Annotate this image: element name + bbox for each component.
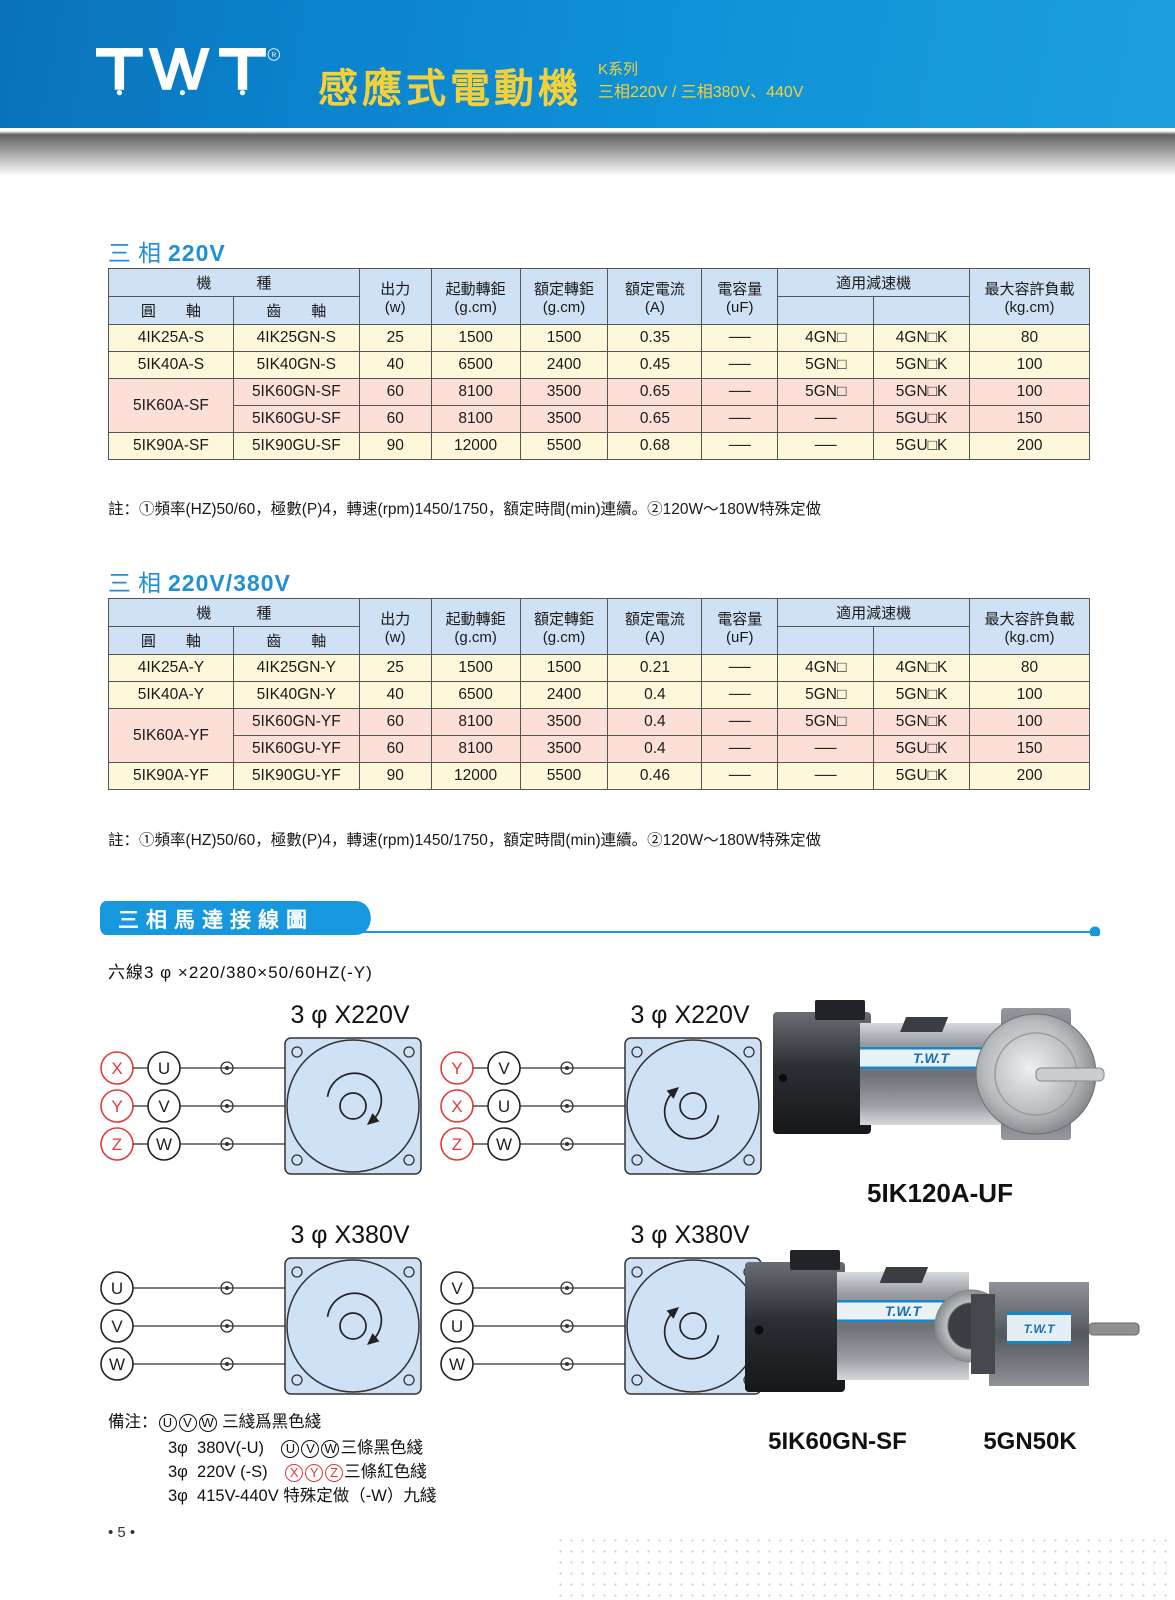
svg-text:W: W (496, 1135, 512, 1154)
svg-text:Z: Z (452, 1135, 462, 1154)
svg-text:V: V (158, 1097, 170, 1116)
svg-text:U: U (111, 1279, 123, 1298)
svg-text:T.W.T: T.W.T (1024, 1322, 1057, 1336)
svg-text:U: U (498, 1097, 510, 1116)
svg-text:U: U (451, 1317, 463, 1336)
svg-text:W: W (449, 1355, 465, 1374)
svg-text:3 φ X220V: 3 φ X220V (290, 1001, 409, 1029)
svg-text:R: R (272, 52, 277, 59)
svg-text:V: V (111, 1317, 123, 1336)
svg-text:X: X (111, 1059, 122, 1078)
svg-text:T.W.T: T.W.T (913, 1050, 950, 1066)
svg-text:3 φ X380V: 3 φ X380V (630, 1221, 749, 1249)
svg-text:W: W (156, 1135, 172, 1154)
svg-text:3 φ X220V: 3 φ X220V (630, 1001, 749, 1029)
svg-text:Y: Y (451, 1059, 462, 1078)
svg-text:Z: Z (112, 1135, 122, 1154)
svg-text:V: V (498, 1059, 510, 1078)
svg-text:V: V (451, 1279, 463, 1298)
svg-text:U: U (158, 1059, 170, 1078)
svg-text:X: X (451, 1097, 462, 1116)
svg-text:Y: Y (111, 1097, 122, 1116)
svg-text:W: W (109, 1355, 125, 1374)
svg-text:3 φ X380V: 3 φ X380V (290, 1221, 409, 1249)
svg-text:T.W.T: T.W.T (885, 1303, 922, 1319)
